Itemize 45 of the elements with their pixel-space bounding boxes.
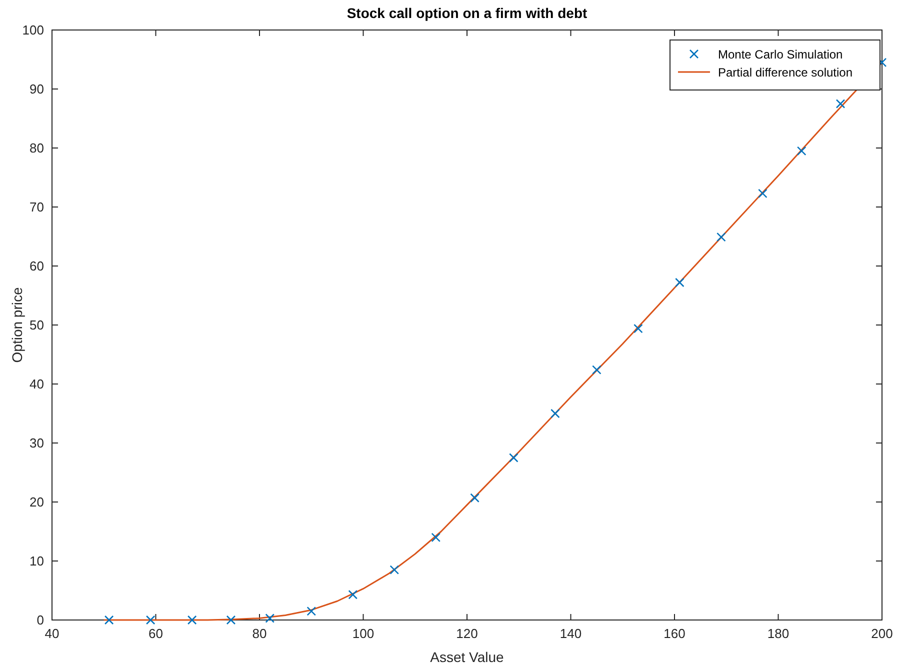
x-tick-label: 40 [44,626,60,641]
y-axis-title: Option price [9,287,25,363]
point [187,615,197,625]
y-tick-label: 0 [36,612,44,628]
point [306,606,316,616]
x-tick-label: 200 [871,626,893,641]
y-tick-label: 50 [30,318,44,332]
y-tick-label: 70 [30,200,44,214]
point [716,232,726,242]
x-tick-label: 60 [148,626,163,641]
y-tick-label: 90 [30,82,44,96]
x-tick-label: 100 [352,626,374,641]
point [836,99,846,108]
point [675,278,684,288]
x-axis-title: Asset Value [430,649,504,665]
legend-label: Monte Carlo Simulation [718,48,843,62]
x-tick-label: 140 [560,626,582,641]
point [146,615,156,625]
legend-label: Partial difference solution [718,66,853,80]
y-tick-label: 30 [30,436,44,450]
y-tick-label: 60 [30,258,44,274]
y-tick-label: 100 [22,22,44,38]
x-tick-label: 120 [456,626,478,641]
y-tick-label: 80 [30,140,44,156]
point [634,324,643,334]
point [796,146,806,156]
chart-title: Stock call option on a firm with debt [346,5,588,21]
y-tick-label: 10 [30,554,44,568]
point [758,188,768,198]
point [550,408,560,418]
point [226,615,236,625]
line-series [103,62,883,621]
point [265,614,275,623]
x-tick-label: 80 [252,626,267,641]
point [509,453,518,462]
point [431,532,441,542]
y-tick-label: 20 [30,494,44,510]
point [348,590,358,600]
point [104,615,114,625]
point [390,565,400,574]
x-tick-label: 160 [664,626,686,641]
point [470,493,480,503]
x-tick-label: 180 [767,626,790,641]
point [592,365,602,374]
y-tick-label: 40 [30,376,44,392]
